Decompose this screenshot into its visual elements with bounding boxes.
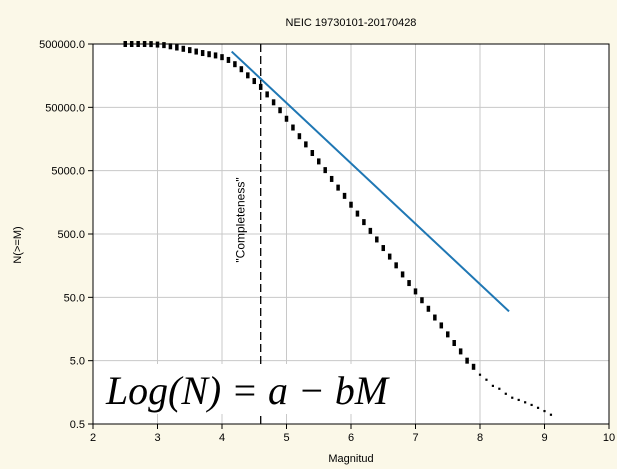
- data-point: [504, 392, 507, 395]
- data-point: [220, 54, 224, 61]
- x-tick-label: 2: [90, 432, 96, 444]
- annotations: "Completeness" Log(N) = a − bM: [100, 44, 392, 424]
- data-point: [175, 44, 179, 51]
- data-point: [336, 184, 340, 191]
- y-tick-label: 5.0: [70, 356, 85, 368]
- completeness-label: "Completeness": [234, 177, 248, 262]
- x-tick-label: 6: [348, 432, 354, 444]
- x-axis-label: Magnitud: [328, 453, 373, 465]
- data-point: [233, 61, 237, 68]
- x-tick-label: 7: [412, 432, 418, 444]
- data-point: [400, 271, 405, 278]
- data-point: [375, 236, 379, 243]
- data-point: [297, 133, 302, 140]
- data-point: [246, 72, 250, 79]
- data-point: [543, 409, 546, 413]
- data-point: [433, 314, 437, 321]
- data-point: [162, 42, 166, 49]
- x-tick-label: 3: [154, 432, 160, 444]
- data-point: [188, 47, 192, 54]
- data-point: [465, 357, 469, 364]
- data-point: [168, 43, 173, 50]
- x-tick-label: 8: [477, 432, 483, 444]
- data-point: [426, 305, 431, 312]
- data-point: [478, 373, 482, 376]
- data-point: [207, 51, 211, 58]
- y-tick-label: 50000.0: [45, 102, 85, 114]
- data-point: [530, 403, 533, 407]
- data-point: [349, 201, 353, 208]
- regression-line: [230, 50, 510, 313]
- x-tick-label: 9: [541, 432, 547, 444]
- data-point: [394, 262, 398, 269]
- data-point: [498, 387, 501, 390]
- data-point: [362, 219, 366, 226]
- x-tick-label: 5: [283, 432, 289, 444]
- data-point: [291, 124, 295, 131]
- chart-title: NEIC 19730101-20170428: [286, 17, 417, 29]
- data-point: [252, 78, 256, 85]
- data-series: [123, 41, 553, 416]
- y-tick-label: 5000.0: [51, 166, 85, 178]
- data-point: [407, 280, 411, 287]
- data-point: [446, 331, 450, 338]
- data-point: [200, 50, 205, 57]
- formula-background: [100, 364, 392, 414]
- data-point: [536, 406, 540, 409]
- data-point: [420, 297, 424, 304]
- data-point: [491, 384, 494, 387]
- data-point: [355, 210, 360, 217]
- data-point: [485, 378, 488, 381]
- data-point: [329, 175, 334, 182]
- data-point: [271, 99, 276, 106]
- x-tick-label: 4: [219, 432, 225, 444]
- data-point: [226, 56, 231, 63]
- data-point: [342, 192, 347, 199]
- y-tick-label: 500.0: [57, 229, 85, 241]
- data-point: [239, 66, 244, 73]
- data-point: [317, 158, 321, 165]
- data-point: [458, 348, 463, 355]
- data-point: [549, 413, 553, 416]
- y-tick-label: 500000.0: [39, 39, 85, 51]
- data-point: [381, 245, 385, 252]
- grid: [93, 44, 609, 424]
- data-point: [310, 150, 315, 157]
- y-tick-label: 0.5: [70, 419, 85, 431]
- data-point: [439, 322, 444, 329]
- data-point: [524, 401, 527, 404]
- data-point: [304, 141, 308, 148]
- data-point: [452, 340, 456, 347]
- axes: 2 3 4 5 6 7 8 9 10 0.5 5.0 50.0 500.0 5000.0 50000.0 50…: [39, 39, 615, 444]
- data-point: [284, 115, 289, 122]
- data-point: [471, 363, 476, 370]
- y-axis-label: N(>=M): [12, 226, 24, 263]
- data-point: [413, 288, 418, 295]
- y-tick-label: 50.0: [64, 292, 85, 304]
- x-tick-label: 10: [603, 432, 615, 444]
- data-point: [387, 253, 392, 260]
- data-point: [181, 45, 186, 52]
- data-point: [368, 227, 373, 234]
- data-point: [511, 396, 514, 399]
- data-point: [194, 48, 198, 55]
- formula-label: Log(N) = a − bM: [105, 368, 391, 413]
- data-point: [155, 41, 160, 48]
- data-point: [265, 91, 269, 98]
- data-point: [323, 167, 327, 174]
- data-point: [278, 107, 282, 114]
- data-point: [213, 52, 218, 59]
- data-point: [517, 398, 520, 402]
